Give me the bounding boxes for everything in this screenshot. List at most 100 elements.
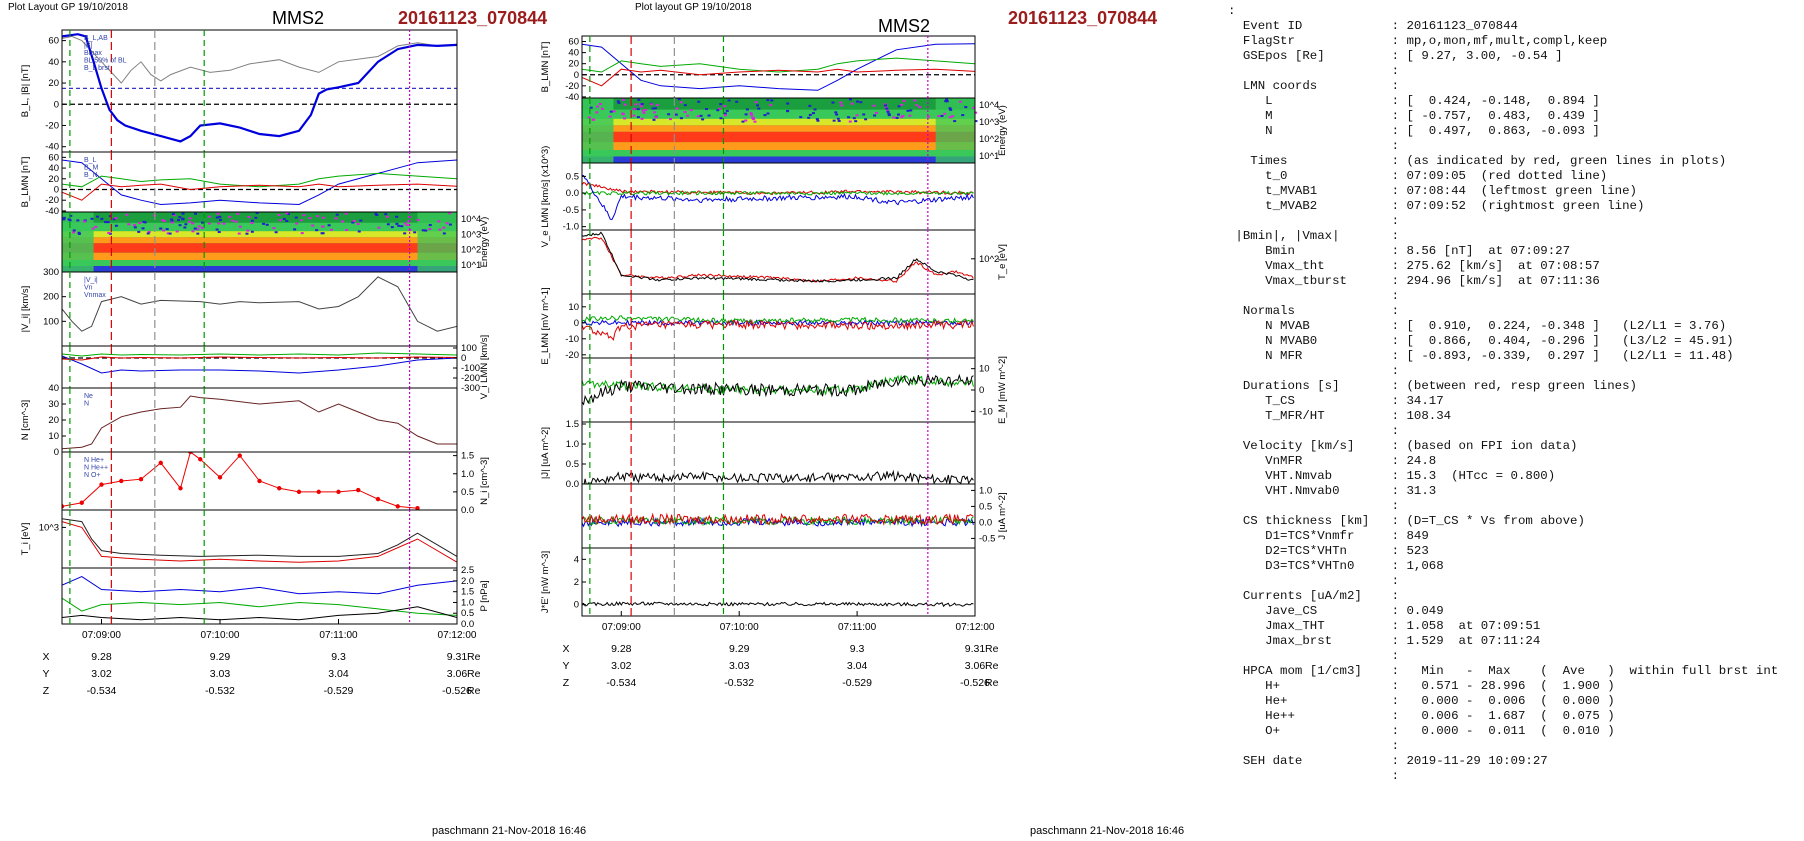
y-tick-label: 40 xyxy=(48,57,59,68)
spectrogram-pixel xyxy=(294,216,298,219)
spectrogram-pixel xyxy=(641,109,645,112)
spectrogram-pixel xyxy=(274,231,278,234)
subplot-data xyxy=(62,352,457,374)
spectrogram-pixel xyxy=(262,222,266,225)
spectrogram-pixel xyxy=(632,107,636,110)
spectrogram-pixel xyxy=(345,228,349,231)
spectrogram-pixel xyxy=(855,114,859,117)
position-value: -0.529 xyxy=(324,685,354,697)
spectrogram-pixel xyxy=(686,114,690,117)
series-line xyxy=(62,159,457,206)
spectrogram-pixel xyxy=(165,228,169,231)
data-point xyxy=(62,504,65,509)
spectrogram-pixel xyxy=(285,212,289,215)
spectrogram-pixel xyxy=(407,220,411,223)
spectrogram-pixel xyxy=(238,225,242,228)
y-axis-label: B_LMN [nT] xyxy=(20,157,31,208)
position-unit: Re xyxy=(467,668,481,680)
series-line xyxy=(582,231,974,283)
subplot xyxy=(61,387,458,453)
spectrogram-pixel xyxy=(340,220,344,223)
spectrogram-band xyxy=(582,142,975,150)
position-row-label: Y xyxy=(562,660,569,672)
subplot xyxy=(581,35,976,99)
spectrogram-pixel xyxy=(133,226,137,229)
spectrogram-pixel xyxy=(442,232,446,235)
y-tick-label: 10^4 xyxy=(461,214,481,225)
subplot-data xyxy=(62,276,457,332)
spectrogram-pixel xyxy=(218,218,222,221)
y-tick-label: 2.0 xyxy=(461,576,474,587)
spectrogram-pixel xyxy=(725,109,729,112)
event-summary-text: : Event ID : 20161123_070844 FlagStr : m… xyxy=(1228,4,1778,784)
position-value: -0.532 xyxy=(724,677,754,689)
spectrogram-pixel xyxy=(62,216,66,219)
position-value: 9.31 xyxy=(447,651,468,663)
y-axis-label: T_e [eV] xyxy=(997,244,1008,280)
subplot xyxy=(61,271,458,347)
middle-figure xyxy=(581,35,978,617)
spectrogram-pixel xyxy=(278,219,282,222)
subplot xyxy=(581,97,978,164)
spectrogram-pixel xyxy=(799,116,803,119)
summary-line: L : [ 0.424, -0.148, 0.894 ] xyxy=(1228,94,1600,108)
position-value: 9.28 xyxy=(611,643,632,655)
y-tick-label: 0 xyxy=(574,600,579,611)
spectrogram-pixel xyxy=(617,101,621,104)
spectrogram-pixel xyxy=(815,118,819,121)
position-value: 9.29 xyxy=(210,651,231,663)
spectrogram-pixel xyxy=(170,220,174,223)
y-tick-label: 2 xyxy=(574,577,579,588)
spectrogram-pixel xyxy=(587,116,591,119)
summary-line: GSEpos [Re] : [ 9.27, 3.00, -0.54 ] xyxy=(1228,49,1563,63)
spectrogram-pixel xyxy=(848,98,852,101)
spectrogram-pixel xyxy=(231,219,235,222)
y-axis-label: V_e LMN [km/s] (x10^3) xyxy=(540,146,551,248)
spectrogram-pixel xyxy=(716,109,720,112)
spectrogram-pixel xyxy=(749,112,753,115)
spectrogram-edge xyxy=(582,98,614,163)
spectrogram-pixel xyxy=(386,223,390,226)
spectrogram-pixel xyxy=(162,229,166,232)
legend-entry: Ne xyxy=(84,393,93,400)
spectrogram-pixel xyxy=(675,107,679,110)
spectrogram-pixel xyxy=(234,220,238,223)
spectrogram-pixel xyxy=(906,109,910,112)
spectrogram-pixel xyxy=(832,119,836,122)
y-axis-label: J*E' [nW m^-3] xyxy=(540,551,551,613)
spectrogram-pixel xyxy=(945,100,949,103)
spectrogram-pixel xyxy=(744,113,748,116)
spectrogram-pixel xyxy=(616,100,620,103)
spectrogram-pixel xyxy=(908,114,912,117)
subplot-data xyxy=(62,576,457,621)
subplot xyxy=(61,567,458,625)
spectrogram-pixel xyxy=(424,229,428,232)
spectrogram-pixel xyxy=(200,226,204,229)
spectrogram-pixel xyxy=(621,98,625,101)
spectrogram-pixel xyxy=(677,98,681,101)
y-axis-label: T_i [eV] xyxy=(20,523,31,556)
spectrogram-pixel xyxy=(403,232,407,235)
series-line xyxy=(582,174,974,221)
spectrogram-pixel xyxy=(757,107,761,110)
subplot xyxy=(61,29,458,153)
y-tick-label: -10 xyxy=(565,334,579,345)
data-point xyxy=(198,457,203,462)
spectrogram-pixel xyxy=(193,227,197,230)
spectrogram-pixel xyxy=(595,111,599,114)
spectrogram-pixel xyxy=(108,215,112,218)
summary-line: : xyxy=(1228,4,1236,18)
legend-entry: B_L brst xyxy=(84,65,110,72)
series-line xyxy=(62,352,457,357)
spectrogram-pixel xyxy=(696,115,700,118)
spectrogram-pixel xyxy=(885,107,889,110)
middle-plot-header: Plot layout GP 19/10/2018 xyxy=(635,2,752,13)
spectrogram-pixel xyxy=(147,231,151,234)
y-tick-label: 0.5 xyxy=(566,459,579,470)
subplot-frame xyxy=(61,567,458,625)
legend-entry: B_L xyxy=(84,157,97,164)
spectrogram-pixel xyxy=(704,108,708,111)
spectrogram-pixel xyxy=(961,114,965,117)
spectrogram-pixel xyxy=(302,214,306,217)
data-point xyxy=(188,452,193,455)
